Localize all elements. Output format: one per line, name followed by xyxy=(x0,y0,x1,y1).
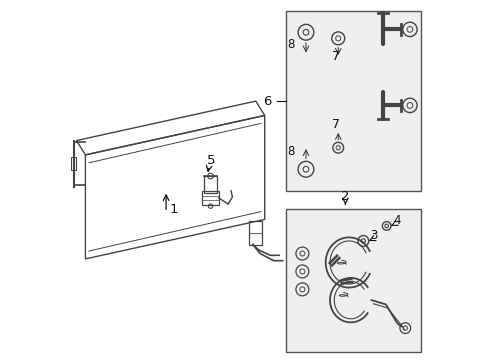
Bar xyxy=(286,209,421,352)
Bar xyxy=(204,176,218,193)
Text: 8: 8 xyxy=(287,39,294,51)
Bar xyxy=(248,221,262,244)
Bar xyxy=(286,12,421,191)
Text: 2: 2 xyxy=(341,190,350,203)
Text: 6: 6 xyxy=(263,95,271,108)
Text: 8: 8 xyxy=(287,145,294,158)
Text: 3: 3 xyxy=(370,229,377,242)
Text: 7: 7 xyxy=(332,50,341,63)
Bar xyxy=(202,191,219,205)
Bar xyxy=(71,157,76,170)
Text: 5: 5 xyxy=(207,154,216,167)
Text: 1: 1 xyxy=(170,203,178,216)
Text: 7: 7 xyxy=(332,118,341,131)
Text: 4: 4 xyxy=(393,214,401,227)
